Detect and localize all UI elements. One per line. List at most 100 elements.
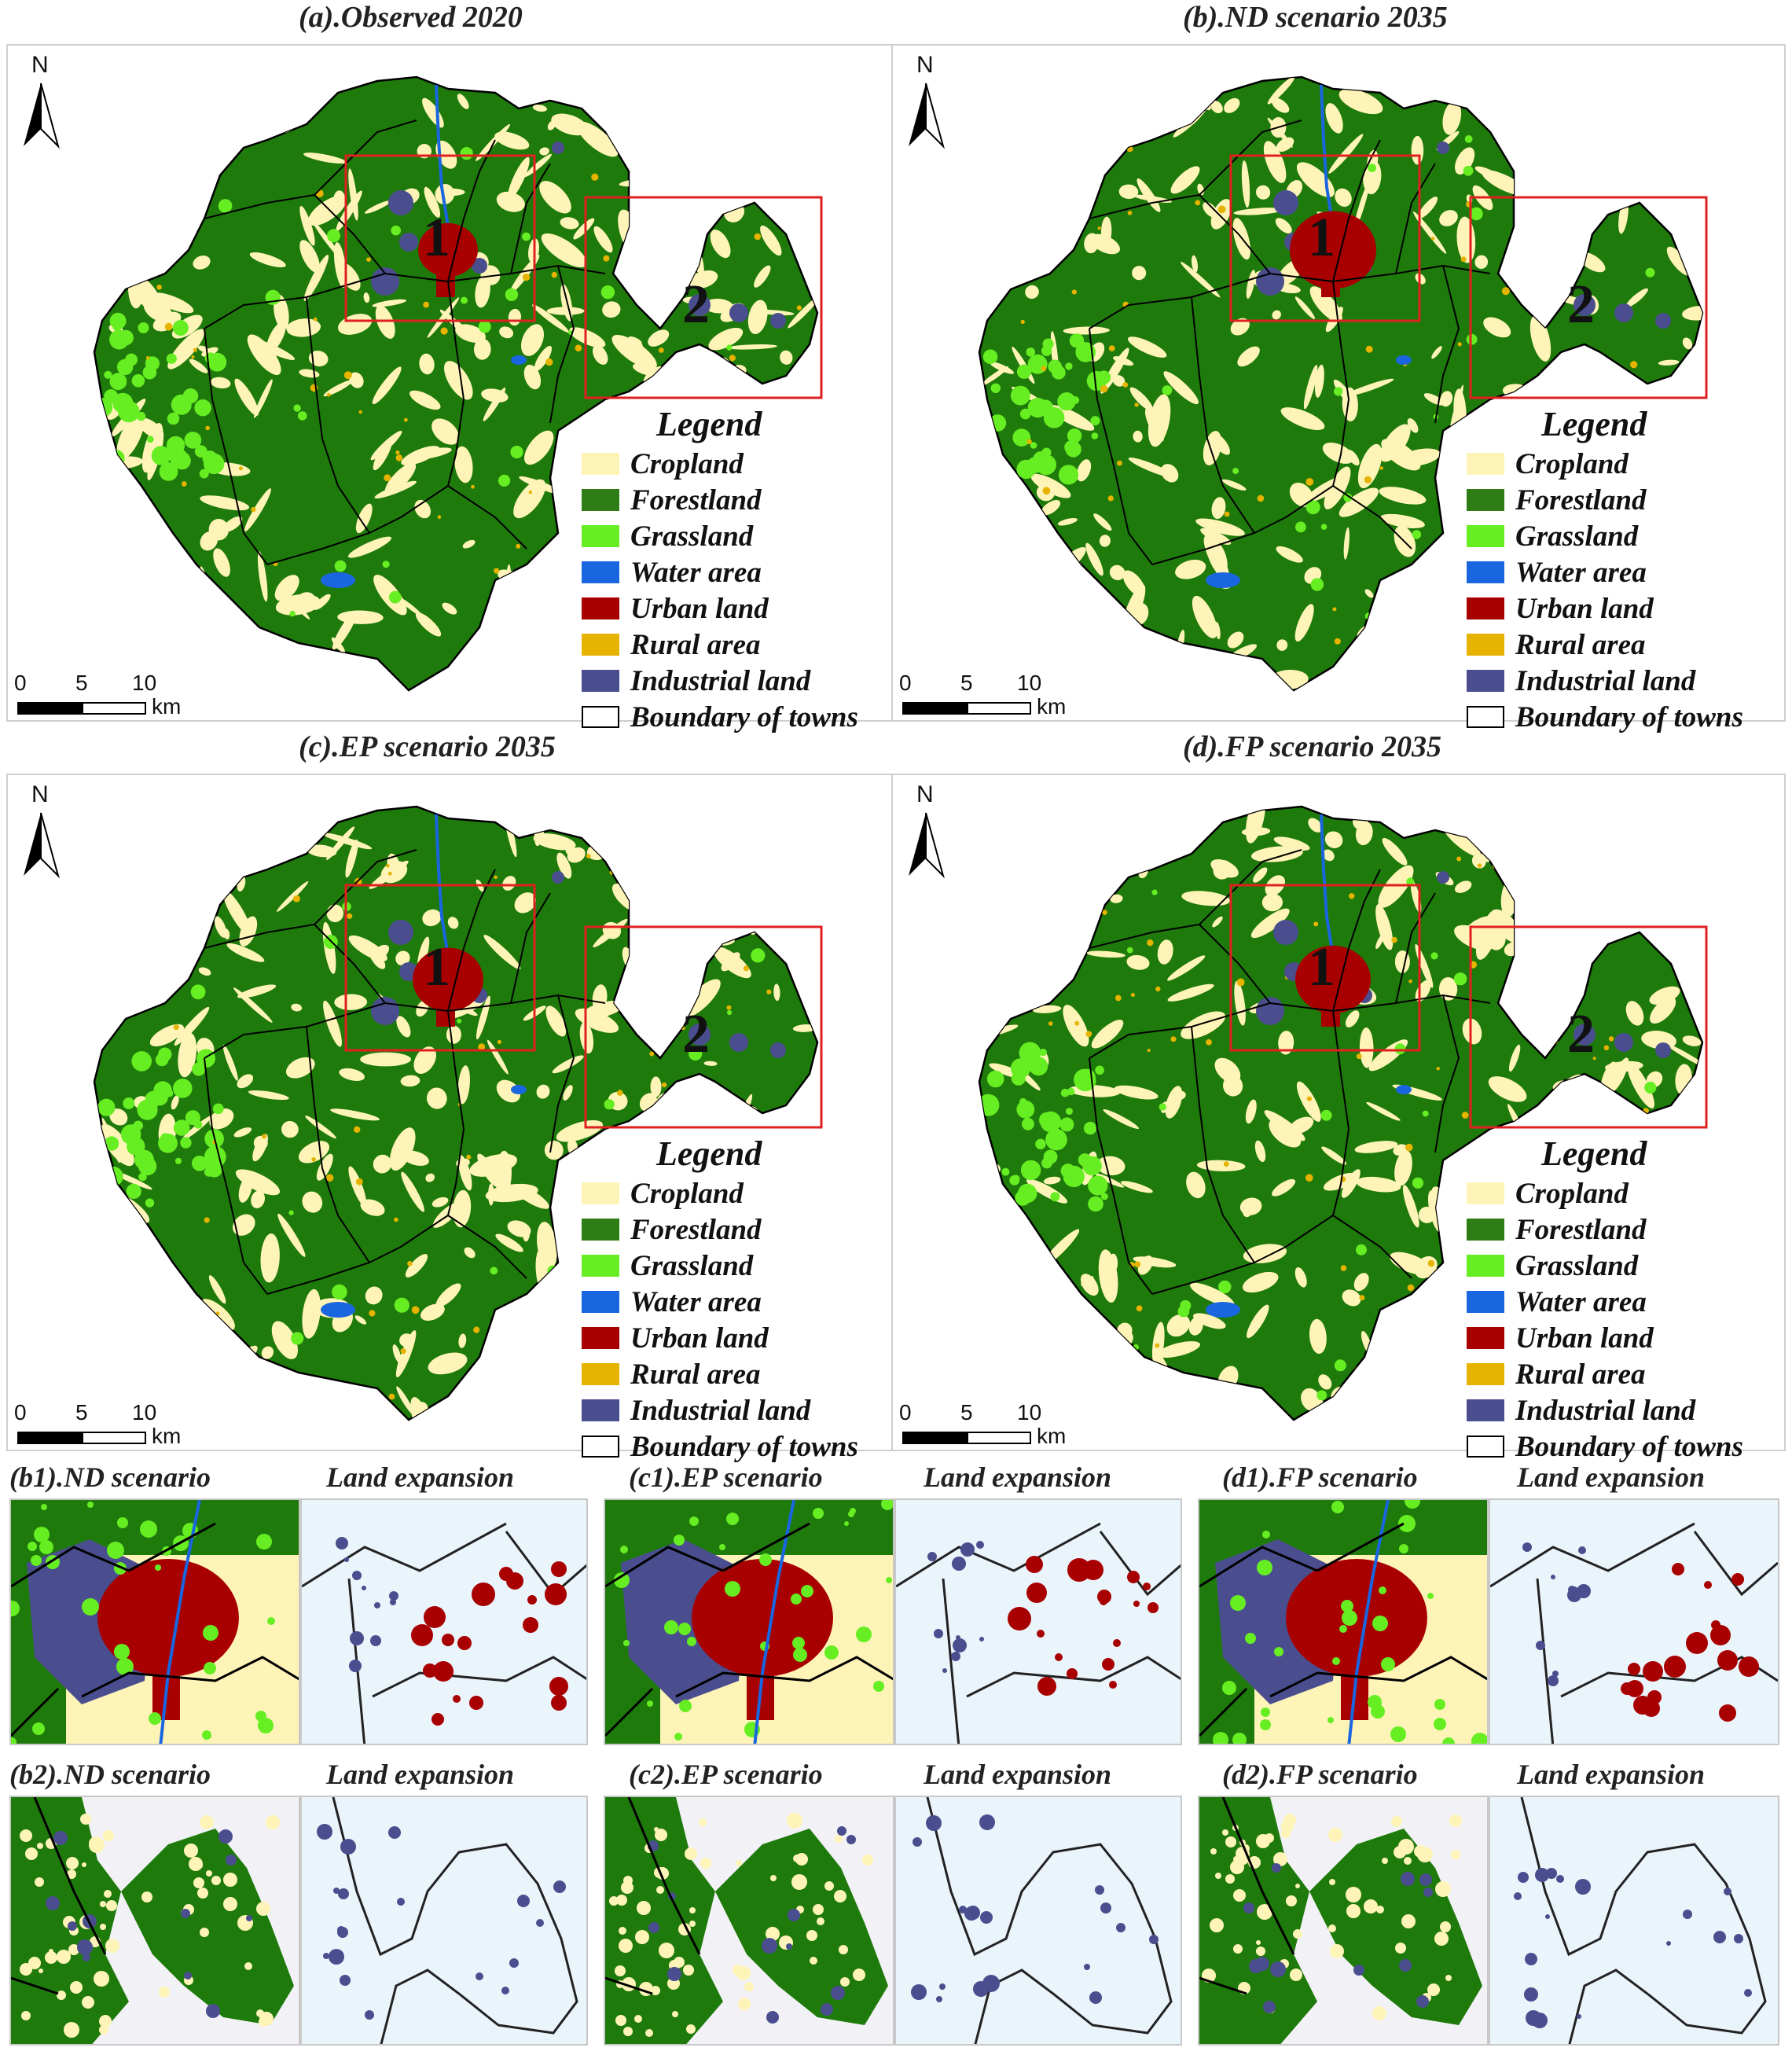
- legend-label: Forestland: [630, 483, 762, 517]
- cropland-patch: [1278, 1031, 1294, 1055]
- rural-patch: [1097, 226, 1101, 230]
- cropland-patch: [782, 825, 817, 851]
- grassland-patch: [1343, 493, 1353, 502]
- cropland-patch: [1407, 418, 1419, 433]
- cropland-patch: [405, 1254, 428, 1277]
- cropland-patch: [1102, 93, 1127, 142]
- cropland-patch: [788, 818, 809, 830]
- cropland-patch: [1417, 671, 1453, 690]
- legend-swatch: [582, 706, 619, 728]
- cropland-patch: [1640, 901, 1659, 923]
- grassland-patch: [1218, 1280, 1232, 1294]
- rural-patch: [1127, 211, 1133, 215]
- cropland-patch: [703, 1061, 718, 1066]
- detail-land-use-map: [605, 1500, 893, 1744]
- rural-patch: [473, 639, 480, 646]
- grassland-patch: [1019, 408, 1031, 420]
- cropland-patch: [1342, 1289, 1361, 1307]
- cropland-patch: [1454, 880, 1472, 893]
- legend-label: Grassland: [1515, 520, 1639, 553]
- grassland-patch: [131, 374, 145, 388]
- rural-patch: [1477, 863, 1482, 868]
- detail-expansion-d1: [1489, 1498, 1779, 1745]
- cropland-patch: [747, 896, 763, 936]
- legend-label: Forestland: [1515, 483, 1647, 517]
- cropland-patch: [618, 845, 634, 867]
- legend-swatch: [582, 1255, 619, 1277]
- grassland-patch: [153, 1081, 172, 1100]
- industrial-patch: [472, 258, 487, 274]
- cropland-patch: [235, 106, 256, 127]
- legend-item: Industrial land: [1467, 1392, 1781, 1428]
- grassland-patch: [567, 1280, 577, 1290]
- cropland-patch: [1625, 288, 1648, 308]
- cropland-patch: [795, 817, 816, 849]
- cropland-patch: [991, 1265, 1029, 1304]
- legend-label: Industrial land: [630, 1394, 811, 1427]
- grassland-patch: [142, 366, 157, 380]
- legend-item: Water area: [1467, 1284, 1781, 1320]
- rural-patch: [440, 327, 448, 335]
- grassland-patch: [194, 445, 207, 458]
- cropland-patch: [1275, 218, 1292, 233]
- grassland-patch: [212, 1103, 224, 1115]
- cropland-patch: [556, 479, 564, 495]
- rural-patch: [145, 356, 150, 360]
- rural-patch: [591, 173, 599, 181]
- legend-label: Forestland: [630, 1213, 762, 1246]
- cropland-patch: [1074, 594, 1092, 602]
- rural-patch: [128, 580, 134, 586]
- cropland-patch: [1086, 950, 1126, 958]
- cropland-patch: [1547, 927, 1575, 969]
- cropland-patch: [560, 217, 579, 230]
- cropland-patch: [235, 1169, 281, 1196]
- grassland-patch: [982, 349, 998, 365]
- cropland-patch: [628, 340, 644, 359]
- legend-item: Boundary of towns: [1467, 1428, 1781, 1465]
- cropland-patch: [1212, 916, 1223, 928]
- scale-tick: 10: [132, 1400, 157, 1425]
- cropland-patch: [360, 1199, 385, 1216]
- scale-unit: km: [152, 1424, 182, 1448]
- cropland-patch: [1568, 138, 1592, 168]
- town-boundary: [1089, 849, 1302, 949]
- detail-map-c2: [604, 1796, 894, 2046]
- scale-bar-black: [902, 702, 967, 715]
- cropland-patch: [1375, 934, 1384, 950]
- cropland-patch: [773, 983, 780, 1002]
- cropland-patch: [384, 462, 417, 495]
- cropland-patch: [483, 935, 521, 970]
- cropland-patch: [1345, 1010, 1360, 1028]
- cropland-patch: [1549, 890, 1573, 918]
- cropland-patch: [1626, 163, 1662, 191]
- legend-item: Forestland: [582, 482, 896, 518]
- zone-box-2: [584, 925, 823, 1129]
- cropland-patch: [233, 1127, 252, 1138]
- urban-core: [1321, 980, 1340, 1027]
- cropland-patch: [271, 1321, 299, 1359]
- cropland-patch: [174, 1006, 210, 1046]
- cropland-patch: [1004, 1324, 1039, 1336]
- cropland-patch: [520, 324, 545, 356]
- legend-swatch: [1467, 634, 1504, 656]
- rural-patch: [1136, 1305, 1143, 1312]
- cropland-patch: [1354, 1141, 1398, 1153]
- cropland-patch: [1682, 306, 1702, 321]
- zone-box-2: [584, 196, 823, 399]
- cropland-patch: [401, 1150, 429, 1166]
- cropland-patch: [334, 994, 368, 1010]
- cropland-patch: [415, 612, 442, 637]
- cropland-patch: [1056, 1320, 1064, 1333]
- detail-title-c1: (c1).EP scenario: [629, 1461, 823, 1493]
- water-patch: [321, 1302, 355, 1318]
- cropland-patch: [227, 1345, 258, 1373]
- cropland-patch: [541, 233, 587, 268]
- cropland-patch: [237, 984, 277, 998]
- cropland-patch: [458, 1333, 467, 1348]
- rural-patch: [262, 1134, 267, 1139]
- legend-swatch: [582, 670, 619, 692]
- cropland-patch: [1296, 1081, 1321, 1122]
- cropland-patch: [395, 950, 410, 966]
- rural-patch: [494, 875, 498, 879]
- cropland-patch: [1540, 167, 1592, 181]
